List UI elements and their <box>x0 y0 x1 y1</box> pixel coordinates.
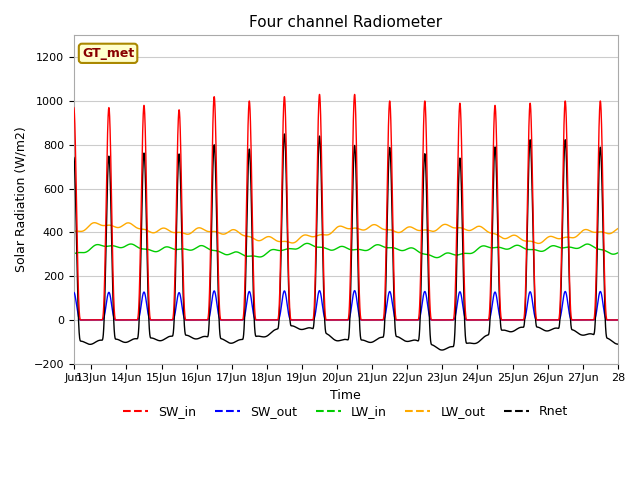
Legend: SW_in, SW_out, LW_in, LW_out, Rnet: SW_in, SW_out, LW_in, LW_out, Rnet <box>118 400 573 423</box>
Text: GT_met: GT_met <box>82 47 134 60</box>
Title: Four channel Radiometer: Four channel Radiometer <box>249 15 442 30</box>
X-axis label: Time: Time <box>330 389 361 402</box>
Y-axis label: Solar Radiation (W/m2): Solar Radiation (W/m2) <box>15 127 28 273</box>
